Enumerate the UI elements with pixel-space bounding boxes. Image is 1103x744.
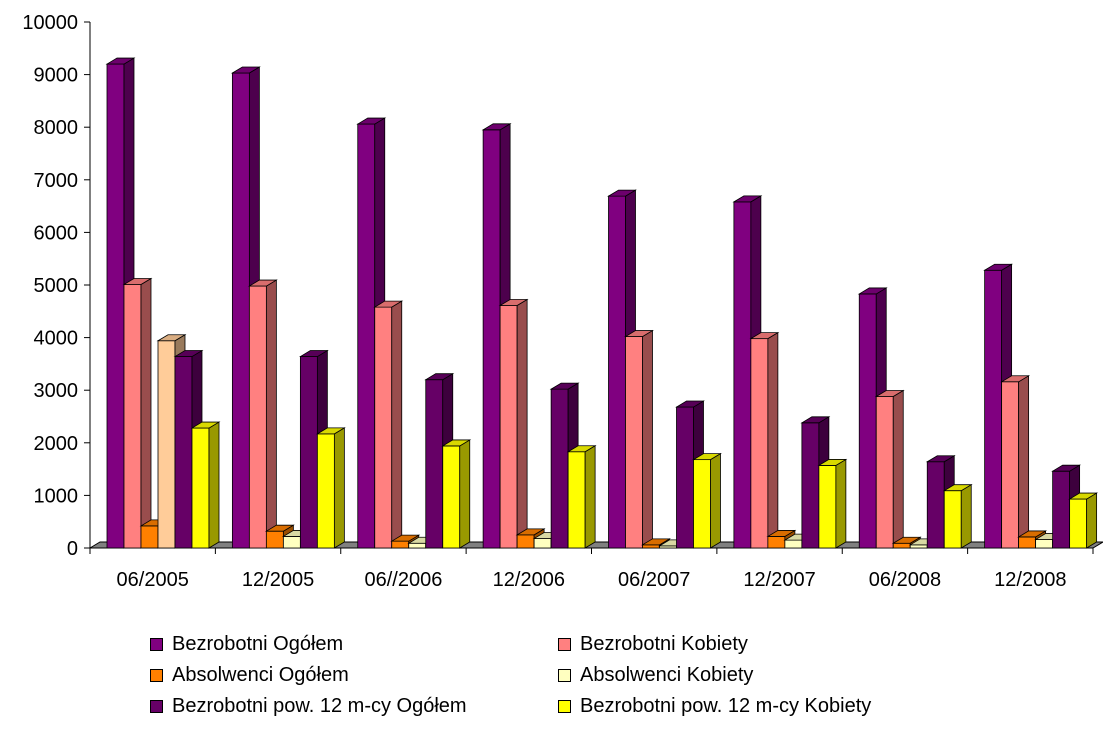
- bar-chart: 0 1000 2000 3000 4000 5000 6000 7000 8000 9000 100…: [22, 12, 1103, 591]
- legend-swatch: [558, 700, 571, 713]
- legend-item: Bezrobotni pow. 12 m-cy Ogółem: [150, 695, 467, 718]
- legend-swatch: [150, 638, 163, 651]
- x-tick-label: 12/2008: [994, 569, 1066, 591]
- legend-label: Bezrobotni Ogółem: [172, 633, 344, 655]
- y-tick-label: 4000: [34, 328, 79, 350]
- legend-swatch: [558, 669, 571, 682]
- y-tick-label: 2000: [34, 433, 79, 455]
- bar-3-5: [566, 445, 597, 549]
- bar-4-5: [692, 452, 722, 549]
- legend-label: Bezrobotni Kobiety: [580, 633, 748, 655]
- legend-swatch: [150, 700, 163, 713]
- legend-swatch: [150, 669, 163, 682]
- legend-item: Bezrobotni Kobiety: [558, 633, 748, 656]
- legend-item: Absolwenci Ogółem: [150, 664, 349, 687]
- legend-label: Bezrobotni pow. 12 m-cy Ogółem: [172, 695, 467, 717]
- y-tick-label: 6000: [34, 222, 79, 244]
- bar-5-5: [817, 458, 848, 549]
- bar-0-5: [190, 421, 221, 549]
- y-tick-label: 1000: [34, 485, 79, 507]
- y-tick-label: 8000: [34, 117, 79, 139]
- bar-1-5: [315, 427, 346, 549]
- y-tick-label: 3000: [34, 380, 79, 402]
- legend-label: Bezrobotni pow. 12 m-cy Kobiety: [580, 695, 872, 717]
- legend-item: Bezrobotni Ogółem: [150, 633, 343, 656]
- bar-7-5: [1068, 492, 1099, 549]
- bar-3-1: [498, 298, 529, 549]
- y-tick-label: 10000: [22, 12, 78, 34]
- y-tick-label: 5000: [34, 275, 79, 297]
- legend-item: Bezrobotni pow. 12 m-cy Kobiety: [558, 695, 871, 718]
- legend-label: Absolwenci Kobiety: [580, 664, 754, 686]
- bar-6-5: [942, 483, 973, 549]
- bar-2-1: [373, 300, 404, 549]
- bar-1-1: [247, 279, 278, 549]
- legend-swatch: [558, 638, 571, 651]
- x-tick-label: 12/2005: [242, 569, 314, 591]
- y-tick-label: 0: [67, 538, 78, 560]
- x-tick-label: 06/2007: [618, 569, 690, 591]
- y-tick-label: 9000: [34, 65, 79, 87]
- bar-2-5: [441, 439, 472, 549]
- bar-7-1: [1000, 375, 1031, 549]
- x-tick-label: 12/2007: [743, 569, 815, 591]
- legend-item: Absolwenci Kobiety: [558, 664, 753, 687]
- x-tick-label: 06/2008: [869, 569, 941, 591]
- x-tick-label: 06/2005: [117, 569, 189, 591]
- legend-label: Absolwenci Ogółem: [172, 664, 349, 686]
- bar-0-1: [122, 277, 153, 549]
- bar-5-1: [749, 331, 780, 549]
- x-tick-label: 06//2006: [365, 569, 443, 591]
- bar-6-1: [874, 389, 905, 549]
- bar-4-1: [624, 329, 654, 549]
- x-tick-label: 12/2006: [493, 569, 565, 591]
- y-tick-label: 7000: [34, 170, 79, 192]
